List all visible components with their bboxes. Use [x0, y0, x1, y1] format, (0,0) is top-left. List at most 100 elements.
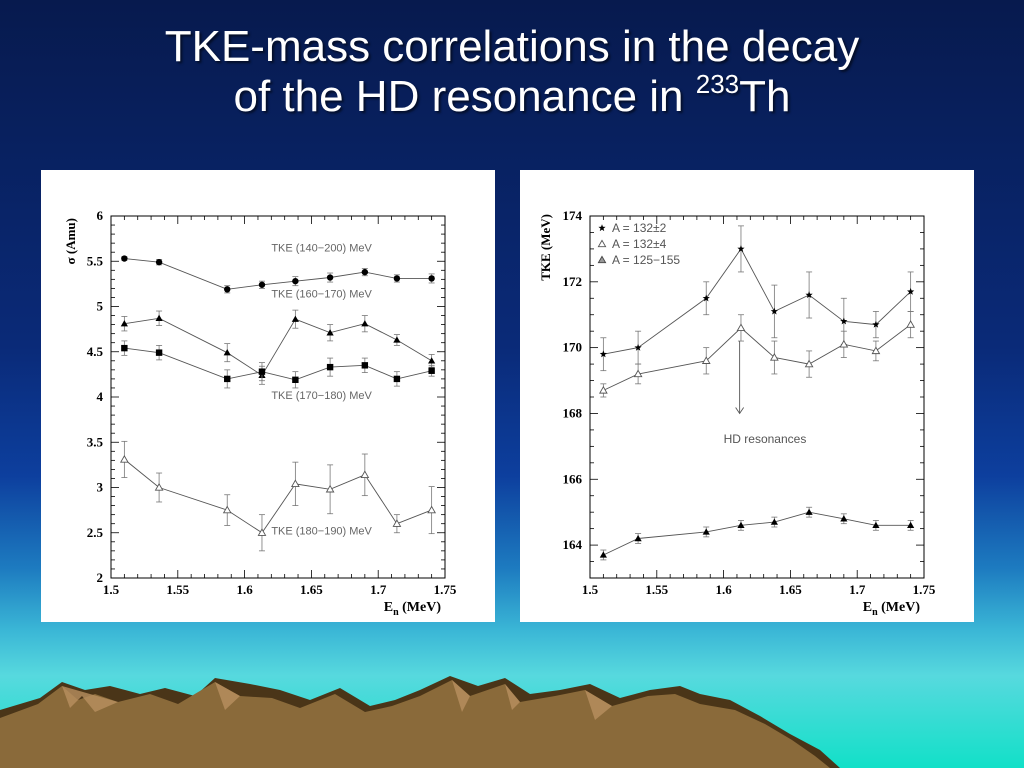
- y-tick-label: 172: [563, 274, 583, 289]
- data-point: [737, 521, 745, 529]
- series-label: TKE (170−180) MeV: [271, 390, 372, 402]
- data-point: [224, 286, 231, 293]
- data-point: [326, 329, 334, 336]
- data-point: [805, 291, 813, 299]
- data-point: [393, 375, 401, 383]
- right-chart-x-axis-label: En (MeV): [863, 600, 921, 618]
- data-point: [392, 519, 402, 527]
- data-point: [871, 346, 881, 355]
- data-point: [907, 521, 915, 529]
- y-tick-label: 6: [97, 208, 104, 223]
- y-tick-label: 2: [97, 570, 104, 585]
- left-chart-series-0: TKE (140−200) MeV: [121, 242, 435, 294]
- right-chart-y-axis-label: TKE (MeV): [538, 214, 553, 281]
- data-point: [155, 314, 163, 321]
- right-chart-series-0: [599, 225, 915, 372]
- data-point: [701, 356, 711, 364]
- legend-marker: [597, 239, 607, 248]
- x-label-unit: (MeV): [878, 600, 921, 615]
- y-tick-label: 5.5: [87, 253, 104, 268]
- series-line: [124, 347, 432, 381]
- left-chart-y-axis: 2 2.5 3 3.5 4 4.5 5 5.5 6: [87, 208, 445, 585]
- right-chart-legend: A = 132±2 A = 132±4 A = 125−155: [597, 221, 680, 267]
- data-point: [155, 258, 163, 266]
- data-point: [770, 518, 778, 525]
- y-tick-label: 3.5: [87, 434, 104, 449]
- data-point: [737, 245, 745, 252]
- series-label: TKE (180−190) MeV: [271, 526, 372, 538]
- x-tick-label: 1.55: [645, 582, 668, 597]
- data-point: [805, 508, 813, 515]
- x-label-subscript: n: [872, 607, 878, 618]
- series-label: TKE (140−200) MeV: [271, 242, 372, 254]
- slide-title: TKE-mass correlations in the decay of th…: [0, 22, 1024, 122]
- data-point: [292, 277, 299, 285]
- data-point: [291, 315, 299, 322]
- series-line: [124, 317, 432, 376]
- data-point: [257, 528, 267, 536]
- x-tick-label: 1.65: [779, 582, 802, 597]
- data-point: [223, 349, 231, 356]
- data-point: [222, 505, 232, 514]
- data-point: [840, 317, 848, 325]
- left-chart-x-axis-label: En (MeV): [384, 600, 442, 618]
- x-tick-label: 1.7: [370, 582, 387, 597]
- data-point: [428, 357, 436, 364]
- data-point: [906, 320, 916, 328]
- tke-vs-energy-chart: 1.5 1.55 1.6 1.65 1.7 1.75 En (MeV) 164 166 168 17…: [538, 208, 936, 618]
- series-line: [603, 511, 911, 556]
- legend-label: A = 132±4: [612, 237, 667, 251]
- x-tick-label: 1.75: [913, 582, 936, 597]
- data-point: [633, 369, 643, 378]
- x-label-unit: (MeV): [399, 600, 442, 615]
- x-tick-label: 1.5: [582, 582, 599, 597]
- title-superscript: 233: [695, 69, 740, 99]
- x-tick-label: 1.6: [715, 582, 732, 597]
- data-point: [702, 528, 710, 535]
- mountain-landscape: [0, 676, 840, 768]
- right-chart-y-axis: 164 166 168 170 172 174: [563, 208, 924, 579]
- data-point: [770, 307, 778, 315]
- data-point: [702, 294, 710, 302]
- series-label: TKE (160−170) MeV: [271, 288, 372, 300]
- y-tick-label: 164: [563, 537, 583, 552]
- data-point: [840, 515, 848, 522]
- data-point: [361, 362, 369, 369]
- data-point: [292, 376, 299, 384]
- data-point: [599, 551, 607, 558]
- y-tick-label: 3: [97, 480, 104, 495]
- x-tick-label: 1.6: [236, 582, 253, 597]
- right-chart-x-axis: 1.5 1.55 1.6 1.65 1.7 1.75: [582, 216, 936, 597]
- data-point: [361, 320, 369, 327]
- title-line-2-text: of the HD resonance in: [233, 72, 696, 121]
- data-point: [224, 375, 231, 383]
- left-chart-y-axis-label: σ (Amu): [63, 218, 78, 264]
- y-tick-label: 170: [563, 340, 583, 355]
- series-line: [124, 459, 432, 534]
- x-tick-label: 1.65: [300, 582, 323, 597]
- data-point: [154, 482, 164, 491]
- data-point: [839, 339, 849, 348]
- data-point: [393, 336, 401, 343]
- data-point: [361, 268, 369, 276]
- left-chart-series-2: TKE (170−180) MeV: [121, 340, 435, 402]
- data-point: [599, 350, 607, 358]
- data-point: [598, 385, 608, 394]
- data-point: [872, 521, 880, 529]
- legend-marker: [597, 255, 607, 264]
- data-point: [121, 255, 128, 262]
- data-point: [290, 479, 300, 488]
- data-point: [634, 534, 642, 542]
- right-chart-series-1: [598, 311, 916, 398]
- data-point: [360, 470, 370, 478]
- right-chart-series-2: [599, 506, 915, 561]
- data-point: [736, 323, 746, 332]
- data-point: [907, 287, 915, 295]
- x-label-main: E: [863, 600, 872, 615]
- x-tick-label: 1.7: [849, 582, 866, 597]
- right-chart-panel: 1.5 1.55 1.6 1.65 1.7 1.75 En (MeV) 164 166 168 17…: [520, 170, 974, 622]
- left-chart-panel: 1.5 1.55 1.6 1.65 1.7 1.75 En (MeV) 2 2.5 3 3.5 4 4.…: [41, 170, 495, 622]
- data-point: [325, 484, 335, 493]
- y-tick-label: 5: [97, 299, 104, 314]
- arrow-head: [735, 407, 745, 415]
